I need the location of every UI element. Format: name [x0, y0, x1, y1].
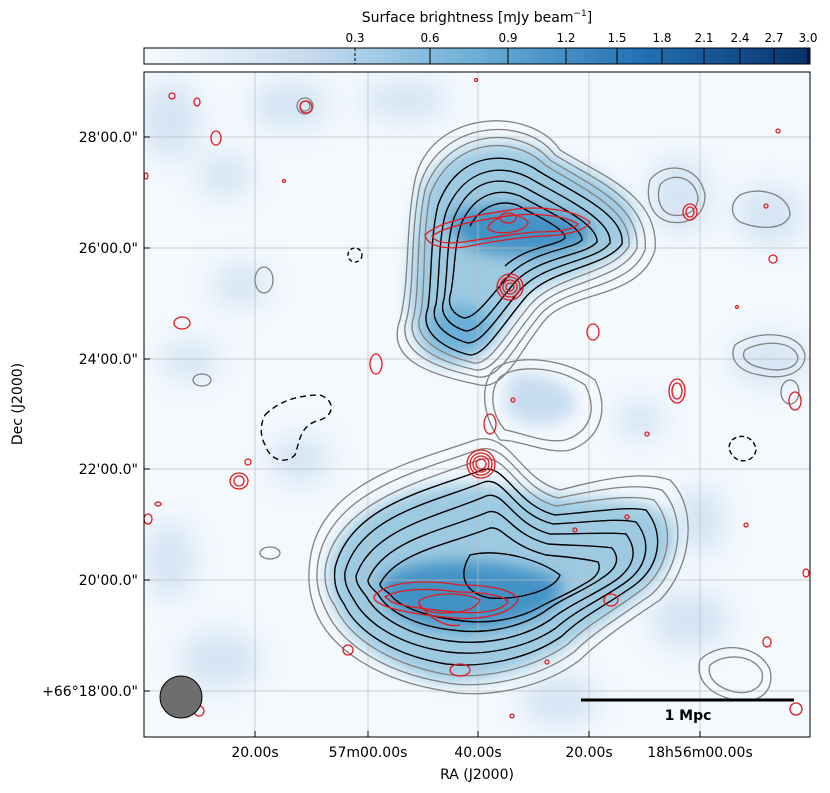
- colorbar-tick-label: 0.9: [498, 31, 517, 45]
- y-axis: 28'00.0" 26'00.0" 24'00.0" 22'00.0" 20'00.0"…: [42, 130, 150, 700]
- colorbar-tick-label: 2.4: [730, 31, 749, 45]
- red-contours: [144, 77, 810, 719]
- colorbar: [143, 47, 811, 65]
- colorbar-label: Surface brightness [mJy beam−1]: [362, 9, 593, 26]
- radio-contours-high: [260, 157, 757, 666]
- y-tick-label: 22'00.0": [79, 462, 138, 478]
- colorbar-ticks: 0.3 0.6 0.9 1.2 1.5 1.8 2.1 2.4 2.7 3.0: [345, 31, 818, 64]
- x-axis-label: RA (J2000): [440, 767, 514, 783]
- colorbar-tick-label: 3.0: [798, 31, 817, 45]
- x-tick-label: 57m00.00s: [329, 745, 408, 761]
- x-tick-label: 20.00s: [231, 745, 278, 761]
- scalebar-label: 1 Mpc: [665, 708, 712, 724]
- colorbar-tick-label: 1.2: [556, 31, 575, 45]
- colorbar-tick-label: 0.6: [420, 31, 439, 45]
- colorbar-tick-label: 1.8: [652, 31, 671, 45]
- colorbar-tick-label: 1.5: [607, 31, 626, 45]
- y-tick-label: 28'00.0": [79, 130, 138, 146]
- grid: [144, 72, 810, 737]
- y-axis-label: Dec (J2000): [10, 363, 26, 445]
- colorbar-tick-label: 2.1: [694, 31, 713, 45]
- colorbar-tick-label: 0.3: [345, 31, 364, 45]
- x-axis: 20.00s 57m00.00s 40.00s 20.00s 18h56m00.00s: [231, 731, 753, 761]
- x-tick-label: 20.00s: [565, 745, 612, 761]
- beam-ellipse: [159, 675, 203, 719]
- y-tick-label: 20'00.0": [79, 573, 138, 589]
- x-tick-label: 40.00s: [454, 745, 501, 761]
- y-tick-label: +66°18'00.0": [42, 684, 138, 700]
- colorbar-tick-label: 2.7: [764, 31, 783, 45]
- y-tick-label: 24'00.0": [79, 352, 138, 368]
- x-tick-label: 18h56m00.00s: [647, 745, 753, 761]
- image-layer: 1 Mpc: [144, 72, 810, 737]
- plot-frame: [143, 71, 811, 738]
- y-tick-label: 26'00.0": [79, 241, 138, 257]
